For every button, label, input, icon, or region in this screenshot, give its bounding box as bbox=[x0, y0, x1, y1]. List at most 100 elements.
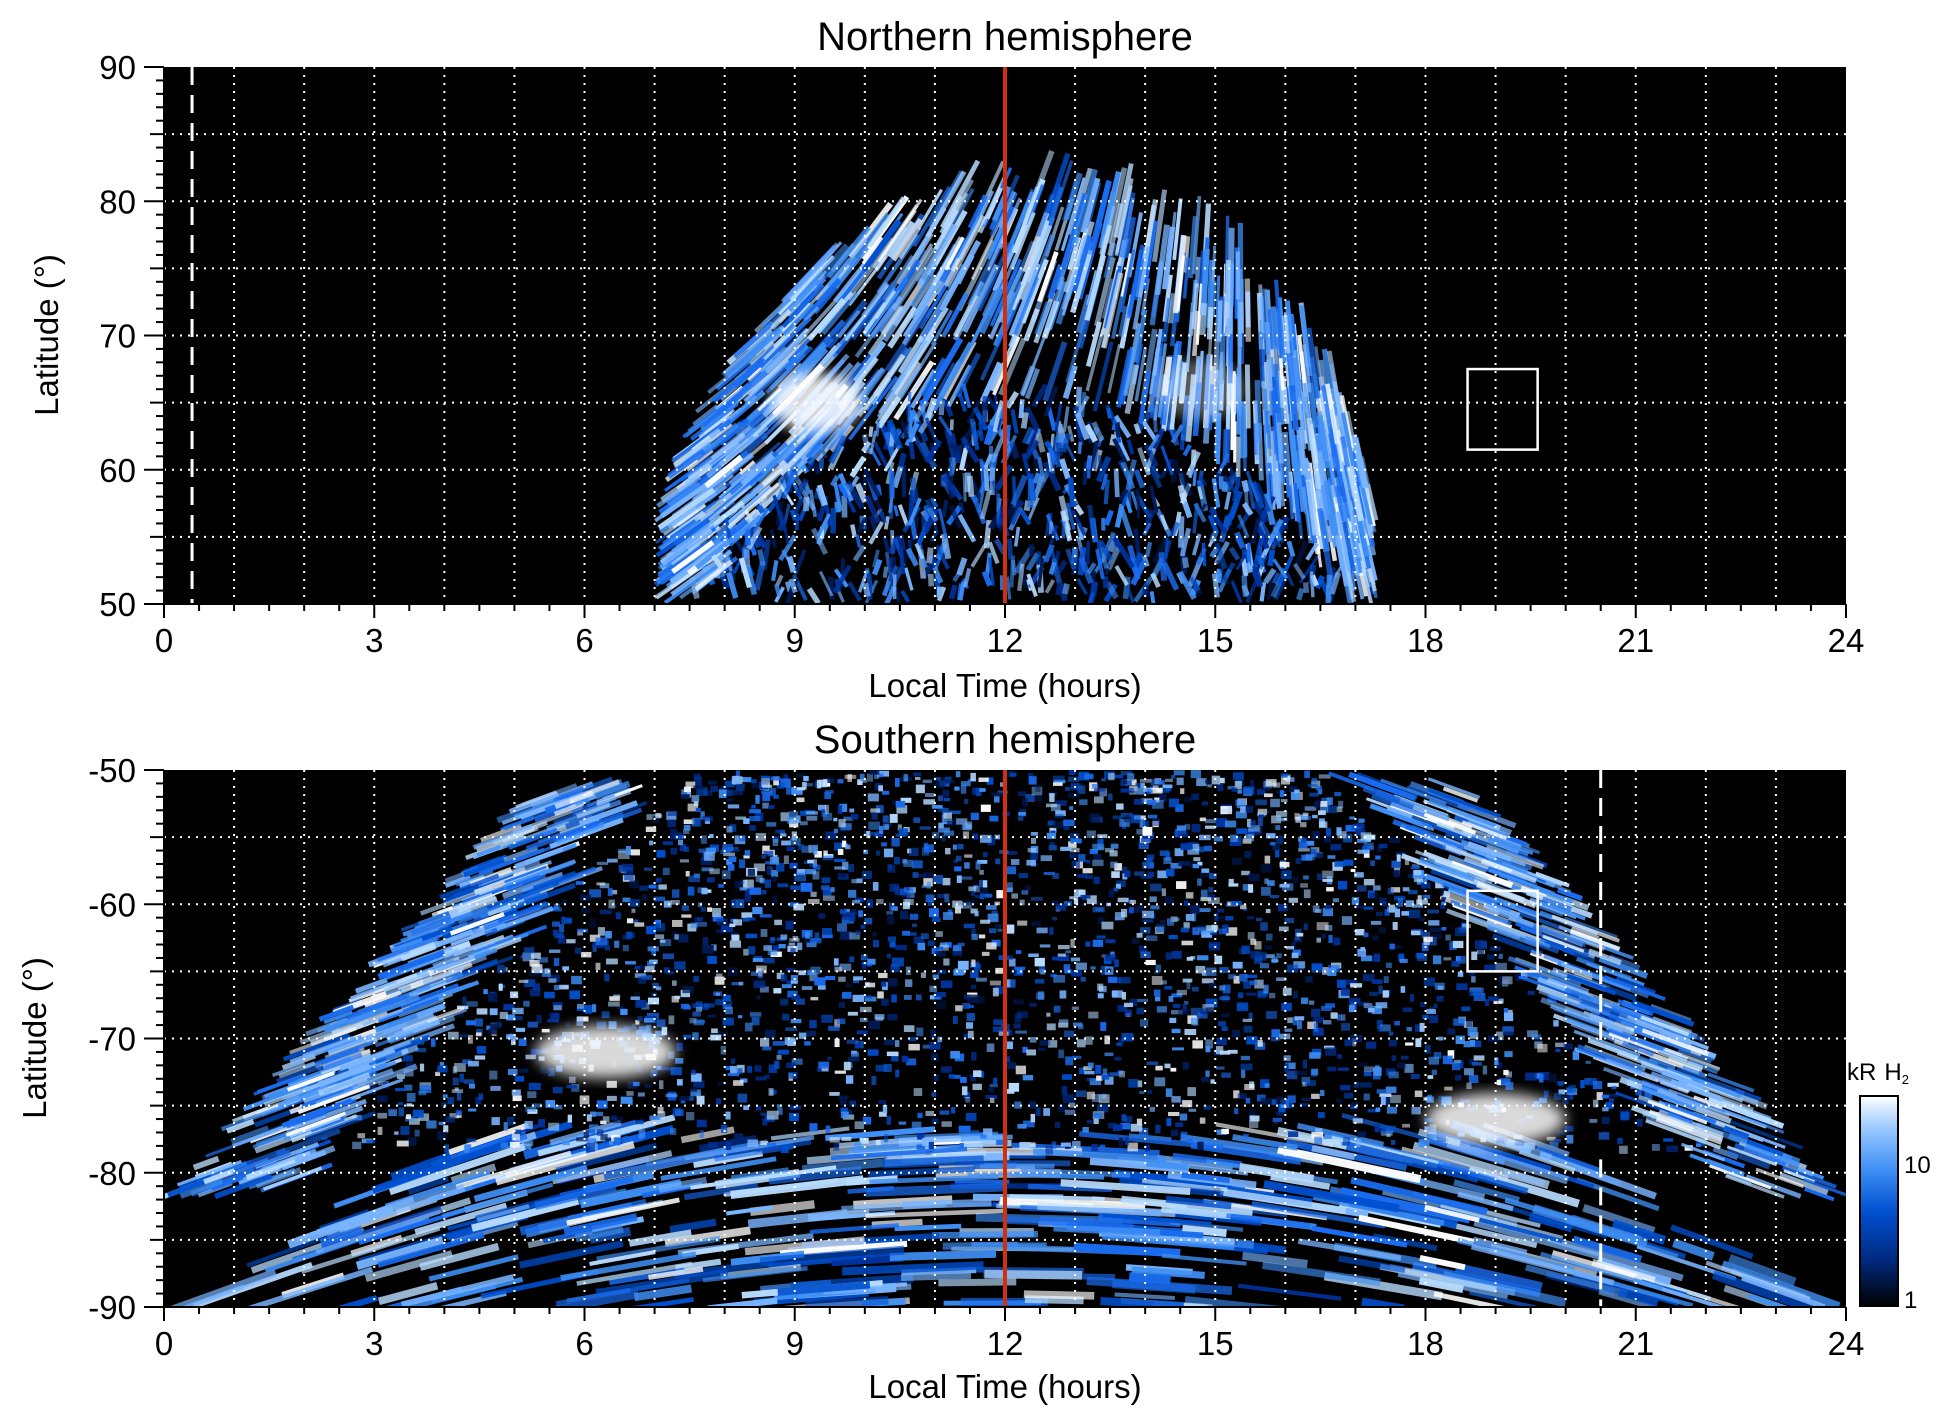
heat-cell bbox=[727, 1072, 740, 1077]
heat-cell bbox=[1301, 486, 1315, 544]
heat-cell bbox=[1182, 444, 1192, 457]
heat-cell bbox=[850, 524, 857, 538]
heat-cell bbox=[931, 341, 974, 413]
heat-cell bbox=[1127, 773, 1135, 781]
heat-cell bbox=[972, 1083, 982, 1090]
heat-cell bbox=[1237, 1283, 1342, 1301]
heat-cell bbox=[1131, 938, 1139, 945]
heat-cell bbox=[1271, 392, 1281, 472]
heat-cell bbox=[762, 1118, 768, 1126]
heat-cell bbox=[774, 583, 782, 598]
heat-cell bbox=[1232, 772, 1244, 780]
heat-cell bbox=[407, 1174, 450, 1195]
heat-cell bbox=[602, 1116, 610, 1123]
heat-cell bbox=[506, 1034, 517, 1040]
heat-cell bbox=[730, 848, 741, 852]
heat-cell bbox=[1393, 945, 1403, 949]
heat-cell bbox=[689, 1096, 694, 1101]
heat-cell bbox=[1307, 1021, 1317, 1030]
heat-cell bbox=[1129, 998, 1138, 1007]
heat-cell bbox=[729, 824, 737, 832]
heat-cell bbox=[1165, 851, 1170, 861]
heat-cell bbox=[1562, 1096, 1569, 1105]
heat-cell bbox=[929, 1042, 941, 1050]
heat-cell bbox=[1179, 1113, 1188, 1121]
heat-cell bbox=[975, 996, 985, 1004]
heat-cell bbox=[983, 852, 988, 858]
heat-cell bbox=[1375, 1107, 1381, 1112]
heat-cell bbox=[1009, 441, 1020, 460]
heat-cell bbox=[1363, 850, 1370, 858]
heat-cell bbox=[1389, 1039, 1397, 1047]
heat-cell bbox=[814, 977, 826, 986]
heat-cell bbox=[1441, 926, 1447, 931]
heat-cell bbox=[1142, 861, 1154, 869]
heat-cell bbox=[882, 790, 890, 795]
heat-cell bbox=[909, 913, 919, 920]
heat-cell bbox=[743, 948, 749, 956]
heat-cell bbox=[755, 1105, 761, 1111]
heat-cell bbox=[953, 969, 964, 976]
heat-cell bbox=[1147, 433, 1160, 452]
heat-cell bbox=[1404, 1063, 1414, 1073]
heat-cell bbox=[714, 976, 725, 985]
heat-cell bbox=[1109, 1072, 1120, 1077]
heat-cell bbox=[852, 994, 865, 1002]
heat-cell bbox=[441, 1102, 447, 1107]
heat-cell bbox=[769, 937, 775, 944]
heat-cell bbox=[1515, 1141, 1525, 1146]
heat-cell bbox=[900, 589, 911, 603]
heat-cell bbox=[1290, 315, 1298, 350]
heat-cell bbox=[704, 851, 715, 861]
heat-cell bbox=[1211, 775, 1221, 785]
heat-cell bbox=[622, 897, 631, 903]
heat-cell bbox=[825, 976, 836, 981]
heat-cell bbox=[897, 824, 902, 831]
heat-cell bbox=[794, 513, 800, 531]
heat-cell bbox=[838, 1002, 845, 1008]
heat-cell bbox=[1287, 485, 1295, 520]
heat-cell bbox=[692, 1011, 701, 1017]
heat-cell bbox=[805, 869, 816, 875]
heat-cell bbox=[970, 1074, 977, 1082]
heat-cell bbox=[659, 1080, 664, 1090]
heat-cell bbox=[1250, 950, 1261, 959]
heat-cell bbox=[1203, 1105, 1211, 1110]
heat-cell bbox=[765, 345, 813, 394]
heat-cell bbox=[1039, 944, 1051, 948]
heat-cell bbox=[1446, 1139, 1569, 1185]
heat-cell bbox=[589, 1124, 599, 1130]
heat-cell bbox=[1028, 776, 1037, 785]
heat-cell bbox=[1741, 1275, 1826, 1307]
heat-cell bbox=[838, 1095, 849, 1100]
heat-cell bbox=[951, 1106, 956, 1114]
heat-cell bbox=[1109, 850, 1118, 857]
heat-cell bbox=[743, 818, 750, 824]
heat-cell bbox=[750, 971, 760, 976]
heat-cell bbox=[1053, 779, 1066, 784]
heat-cell bbox=[1131, 257, 1145, 301]
heat-cell bbox=[808, 898, 820, 905]
heat-cell bbox=[773, 776, 779, 786]
heat-cell bbox=[865, 1208, 1007, 1219]
heat-cell bbox=[885, 824, 890, 829]
heat-cell bbox=[917, 223, 958, 287]
heat-cell bbox=[1053, 1223, 1161, 1237]
heat-cell bbox=[674, 934, 679, 940]
heat-cell bbox=[730, 1065, 737, 1075]
heat-cell bbox=[794, 477, 809, 498]
heat-cell bbox=[1258, 521, 1275, 545]
heat-cell bbox=[1164, 537, 1169, 559]
heat-cell bbox=[1412, 904, 1424, 908]
heat-cell bbox=[693, 801, 699, 806]
heat-cell bbox=[833, 858, 846, 862]
north-title: Northern hemisphere bbox=[817, 15, 1193, 59]
heat-cell bbox=[862, 1116, 872, 1125]
heat-cell bbox=[1395, 851, 1406, 857]
heat-cell bbox=[731, 982, 741, 986]
heat-cell bbox=[772, 839, 779, 847]
heat-cell bbox=[1619, 1145, 1628, 1154]
heat-cell bbox=[1318, 821, 1328, 829]
heat-cell bbox=[1247, 480, 1256, 510]
heat-cell bbox=[1199, 871, 1210, 878]
